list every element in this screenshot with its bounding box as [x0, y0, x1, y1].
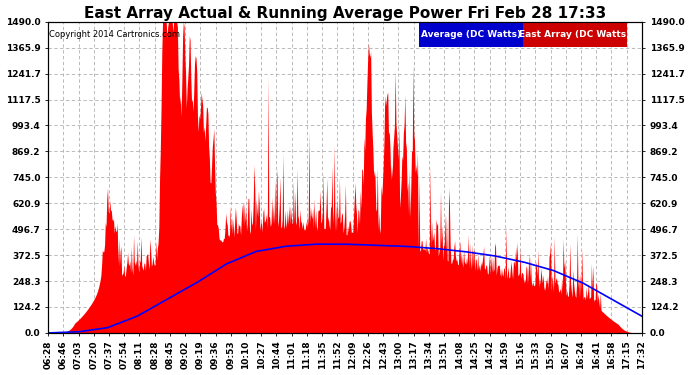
- Text: Copyright 2014 Cartronics.com: Copyright 2014 Cartronics.com: [49, 30, 180, 39]
- Title: East Array Actual & Running Average Power Fri Feb 28 17:33: East Array Actual & Running Average Powe…: [84, 6, 606, 21]
